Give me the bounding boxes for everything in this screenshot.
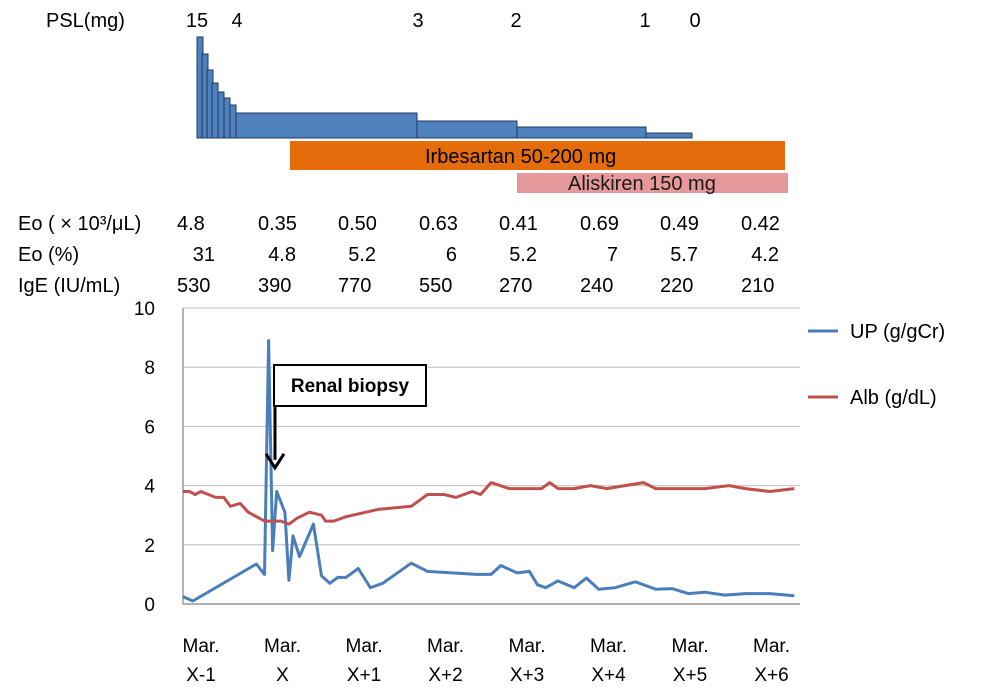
lab-table: Eo ( × 10³/μL) 4.8 0.35 0.50 0.63 0.41 0.69 0.4…: [18, 213, 780, 297]
lab-cell: 530: [177, 275, 210, 297]
lab-row-label: Eo (%): [18, 244, 79, 266]
annotation-arrowhead: [264, 453, 286, 471]
y-tick-label: 2: [144, 536, 155, 557]
x-tick-label: Mar. X+5: [672, 636, 709, 686]
psl-dose-labels: 15 4 3 2 1 0: [186, 10, 701, 32]
psl-bar: [235, 112, 418, 139]
lab-cell: 4.8: [268, 244, 296, 266]
x-tick-label: Mar. X: [264, 636, 301, 686]
series-line-up: [182, 339, 795, 603]
lab-cell: 0.35: [258, 213, 297, 235]
psl-dose-label: 2: [510, 10, 521, 32]
lab-cell: 270: [499, 275, 532, 297]
lab-cell: 5.7: [670, 244, 698, 266]
renal-biopsy-annotation: Renal biopsy: [264, 364, 427, 471]
lab-cell: 240: [580, 275, 613, 297]
legend-label: Alb (g/dL): [850, 387, 937, 409]
psl-section: PSL(mg) 15 4 3 2 1 0: [46, 10, 701, 139]
x-tick-label: Mar. X-1: [183, 636, 220, 686]
lab-cell: 7: [607, 244, 618, 266]
lab-cell: 6: [446, 244, 457, 266]
psl-bar: [211, 82, 219, 139]
lab-cell: 5.2: [509, 244, 537, 266]
lab-cell: 0.63: [419, 213, 458, 235]
drug-bar: [517, 173, 788, 193]
psl-taper-bars: [196, 36, 693, 139]
x-tick-label: Mar. X+3: [509, 636, 546, 686]
y-tick-label: 8: [144, 358, 155, 379]
psl-bar: [217, 91, 225, 139]
psl-label: PSL(mg): [46, 10, 125, 32]
lab-cell: 4.8: [177, 213, 205, 235]
lab-cell: 220: [660, 275, 693, 297]
lab-cell: 210: [741, 275, 774, 297]
lab-cell: 0.49: [660, 213, 699, 235]
drug-bar: [290, 141, 785, 170]
legend-label: UP (g/gCr): [850, 321, 945, 343]
drug-label: Irbesartan 50-200 mg: [425, 146, 616, 168]
y-tick-label: 10: [134, 299, 155, 320]
lab-cell: 0.50: [338, 213, 377, 235]
y-tick-label: 6: [144, 417, 155, 438]
plot-area: 0 2 4 6 8 10 Mar. X-1 Mar. X Mar. X+1 Mar. X+2 Mar. X+…: [134, 299, 800, 686]
psl-bar: [416, 120, 518, 139]
lab-cell: 550: [419, 275, 452, 297]
x-tick-label: Mar. X+6: [753, 636, 790, 686]
psl-dose-label: 0: [689, 10, 700, 32]
annotation-box: [273, 364, 427, 407]
legend: UP (g/gCr) Alb (g/dL): [808, 321, 945, 409]
psl-dose-label: 1: [639, 10, 650, 32]
lab-cell: 0.41: [499, 213, 538, 235]
psl-bar: [223, 97, 231, 139]
psl-dose-label: 3: [412, 10, 423, 32]
annotation-label: Renal biopsy: [291, 376, 410, 397]
series-line-alb: [183, 481, 795, 526]
y-tick-label: 4: [144, 477, 155, 498]
drug-bars: Irbesartan 50-200 mg Aliskiren 150 mg: [290, 141, 788, 195]
psl-bar: [516, 126, 647, 139]
y-axis-ticks: 0 2 4 6 8 10: [134, 299, 156, 616]
lab-cell: 390: [258, 275, 291, 297]
x-tick-label: Mar. X+2: [427, 636, 464, 686]
x-tick-label: Mar. X+4: [590, 636, 627, 686]
series-group: [182, 339, 795, 603]
psl-dose-label: 4: [231, 10, 242, 32]
lab-cell: 0.42: [741, 213, 780, 235]
psl-bar: [229, 104, 237, 139]
lab-cell: 5.2: [348, 244, 376, 266]
x-axis-ticks: Mar. X-1 Mar. X Mar. X+1 Mar. X+2 Mar. X+3 Mar. X+4…: [183, 636, 790, 686]
lab-cell: 31: [193, 244, 215, 266]
lab-cell: 4.2: [751, 244, 779, 266]
lab-cell: 0.69: [580, 213, 619, 235]
x-tick-label: Mar. X+1: [346, 636, 383, 686]
psl-bar: [645, 132, 693, 139]
lab-row-label: IgE (IU/mL): [18, 275, 120, 297]
lab-cell: 770: [338, 275, 371, 297]
drug-label: Aliskiren 150 mg: [568, 173, 716, 195]
psl-dose-label: 15: [186, 10, 208, 32]
lab-row-label: Eo ( × 10³/μL): [18, 213, 141, 235]
y-tick-label: 0: [144, 595, 155, 616]
